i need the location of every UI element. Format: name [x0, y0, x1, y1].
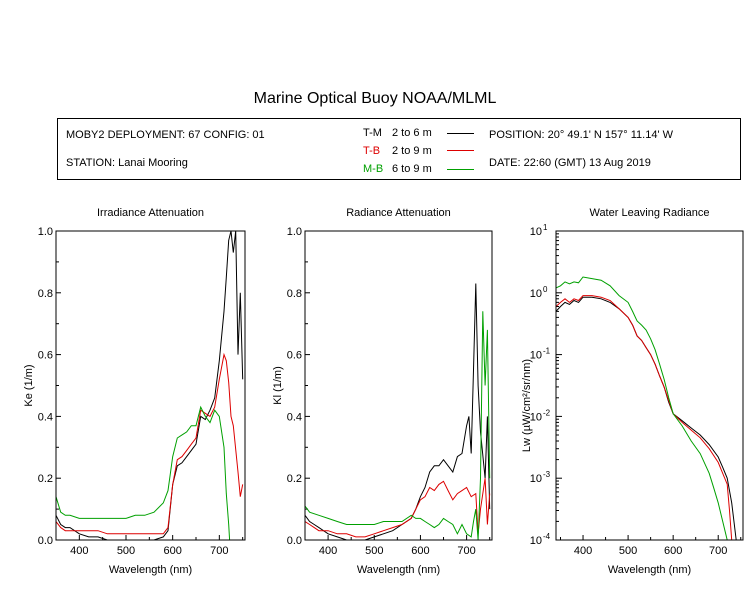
chart1-plot-frame	[55, 230, 246, 541]
chart3-plot-frame	[555, 230, 744, 541]
chart1-xtick-label: 400	[70, 545, 88, 557]
chart2-series-t-b	[305, 478, 491, 538]
chart3-ytick-exp: -4	[543, 532, 551, 541]
chart3-ytick-exp: 0	[543, 285, 548, 294]
chart3-ylabel: Lw (µW/cm²/sr/nm)	[521, 359, 533, 452]
legend-range-mb: 6 to 9 m	[392, 163, 432, 175]
legend-line-tm	[447, 133, 474, 134]
chart3-ytick-label: 10	[530, 411, 542, 423]
chart2-ylabel: Kl (1/m)	[272, 366, 284, 405]
chart3-xtick-label: 400	[574, 545, 592, 557]
chart3-xlabel: Wavelength (nm)	[608, 564, 691, 576]
station-label: STATION: Lanai Mooring	[66, 157, 188, 169]
chart1-ylabel: Ke (1/m)	[23, 364, 35, 406]
chart1-series-t-m	[56, 231, 244, 540]
chart1-ytick-label: 0.0	[38, 535, 53, 547]
chart2-ytick-label: 0.8	[287, 288, 302, 300]
chart1-ytick-label: 0.6	[38, 350, 53, 362]
chart1-ytick-label: 0.8	[38, 288, 53, 300]
position-label: POSITION: 20° 49.1' N 157° 11.14' W	[489, 129, 673, 141]
chart3-series-m-b	[556, 276, 728, 540]
legend-line-mb	[447, 169, 474, 170]
chart1-xlabel: Wavelength (nm)	[109, 564, 192, 576]
chart1-series-t-b	[56, 352, 244, 535]
legend-key-mb: M-B	[363, 163, 384, 175]
chart3-series-t-m	[556, 296, 737, 540]
chart2-xtick-label: 500	[365, 545, 383, 557]
date-label: DATE: 22:60 (GMT) 13 Aug 2019	[489, 157, 651, 169]
chart3-ytick-label: 10	[530, 288, 542, 300]
chart2-xtick-label: 600	[411, 545, 429, 557]
legend-line-tb	[447, 150, 474, 151]
legend-range-tm: 2 to 6 m	[392, 127, 432, 139]
chart1-xtick-label: 700	[210, 545, 228, 557]
info-box: MOBY2 DEPLOYMENT: 67 CONFIG: 01 STATION:…	[57, 118, 741, 180]
deployment-label: MOBY2 DEPLOYMENT: 67 CONFIG: 01	[66, 129, 265, 141]
chart3-ytick-label: 10	[530, 473, 542, 485]
chart2-series-t-m	[305, 283, 491, 540]
chart3-ytick-label: 10	[530, 535, 542, 547]
chart1-xtick-label: 500	[117, 545, 135, 557]
chart1-series-m-b	[56, 405, 231, 540]
chart3-ytick-exp: 1	[543, 223, 548, 232]
chart2-series-m-b	[305, 311, 491, 540]
chart2-title: Radiance Attenuation	[346, 207, 451, 219]
chart3-ytick-exp: -3	[543, 470, 551, 479]
chart1-xtick-label: 600	[163, 545, 181, 557]
chart3-xtick-label: 500	[619, 545, 637, 557]
legend-key-tm: T-M	[363, 127, 382, 139]
page-title: Marine Optical Buoy NOAA/MLML	[253, 90, 497, 107]
legend-range-tb: 2 to 9 m	[392, 145, 432, 157]
chart2-ytick-label: 0.4	[287, 411, 302, 423]
chart2-ytick-label: 0.2	[287, 473, 302, 485]
chart2-plot-frame	[304, 230, 493, 541]
chart3-ytick-exp: -2	[543, 408, 551, 417]
chart3-series-t-b	[556, 295, 733, 540]
chart1-ytick-label: 0.4	[38, 411, 53, 423]
chart3-xtick-label: 600	[664, 545, 682, 557]
chart1-ytick-label: 0.2	[38, 473, 53, 485]
chart2-ytick-label: 0.0	[287, 535, 302, 547]
legend-key-tb: T-B	[363, 145, 381, 157]
chart1-title: Irradiance Attenuation	[97, 207, 204, 219]
chart3-ytick-exp: -1	[543, 347, 551, 356]
chart2-xtick-label: 700	[457, 545, 475, 557]
chart3-xtick-label: 700	[709, 545, 727, 557]
chart2-xlabel: Wavelength (nm)	[357, 564, 440, 576]
chart2-xtick-label: 400	[319, 545, 337, 557]
chart3-ytick-label: 10	[530, 350, 542, 362]
chart2-ytick-label: 0.6	[287, 350, 302, 362]
chart1-ytick-label: 1.0	[38, 226, 53, 238]
chart3-title: Water Leaving Radiance	[589, 207, 709, 219]
chart3-ytick-label: 10	[530, 226, 542, 238]
chart2-ytick-label: 1.0	[287, 226, 302, 238]
